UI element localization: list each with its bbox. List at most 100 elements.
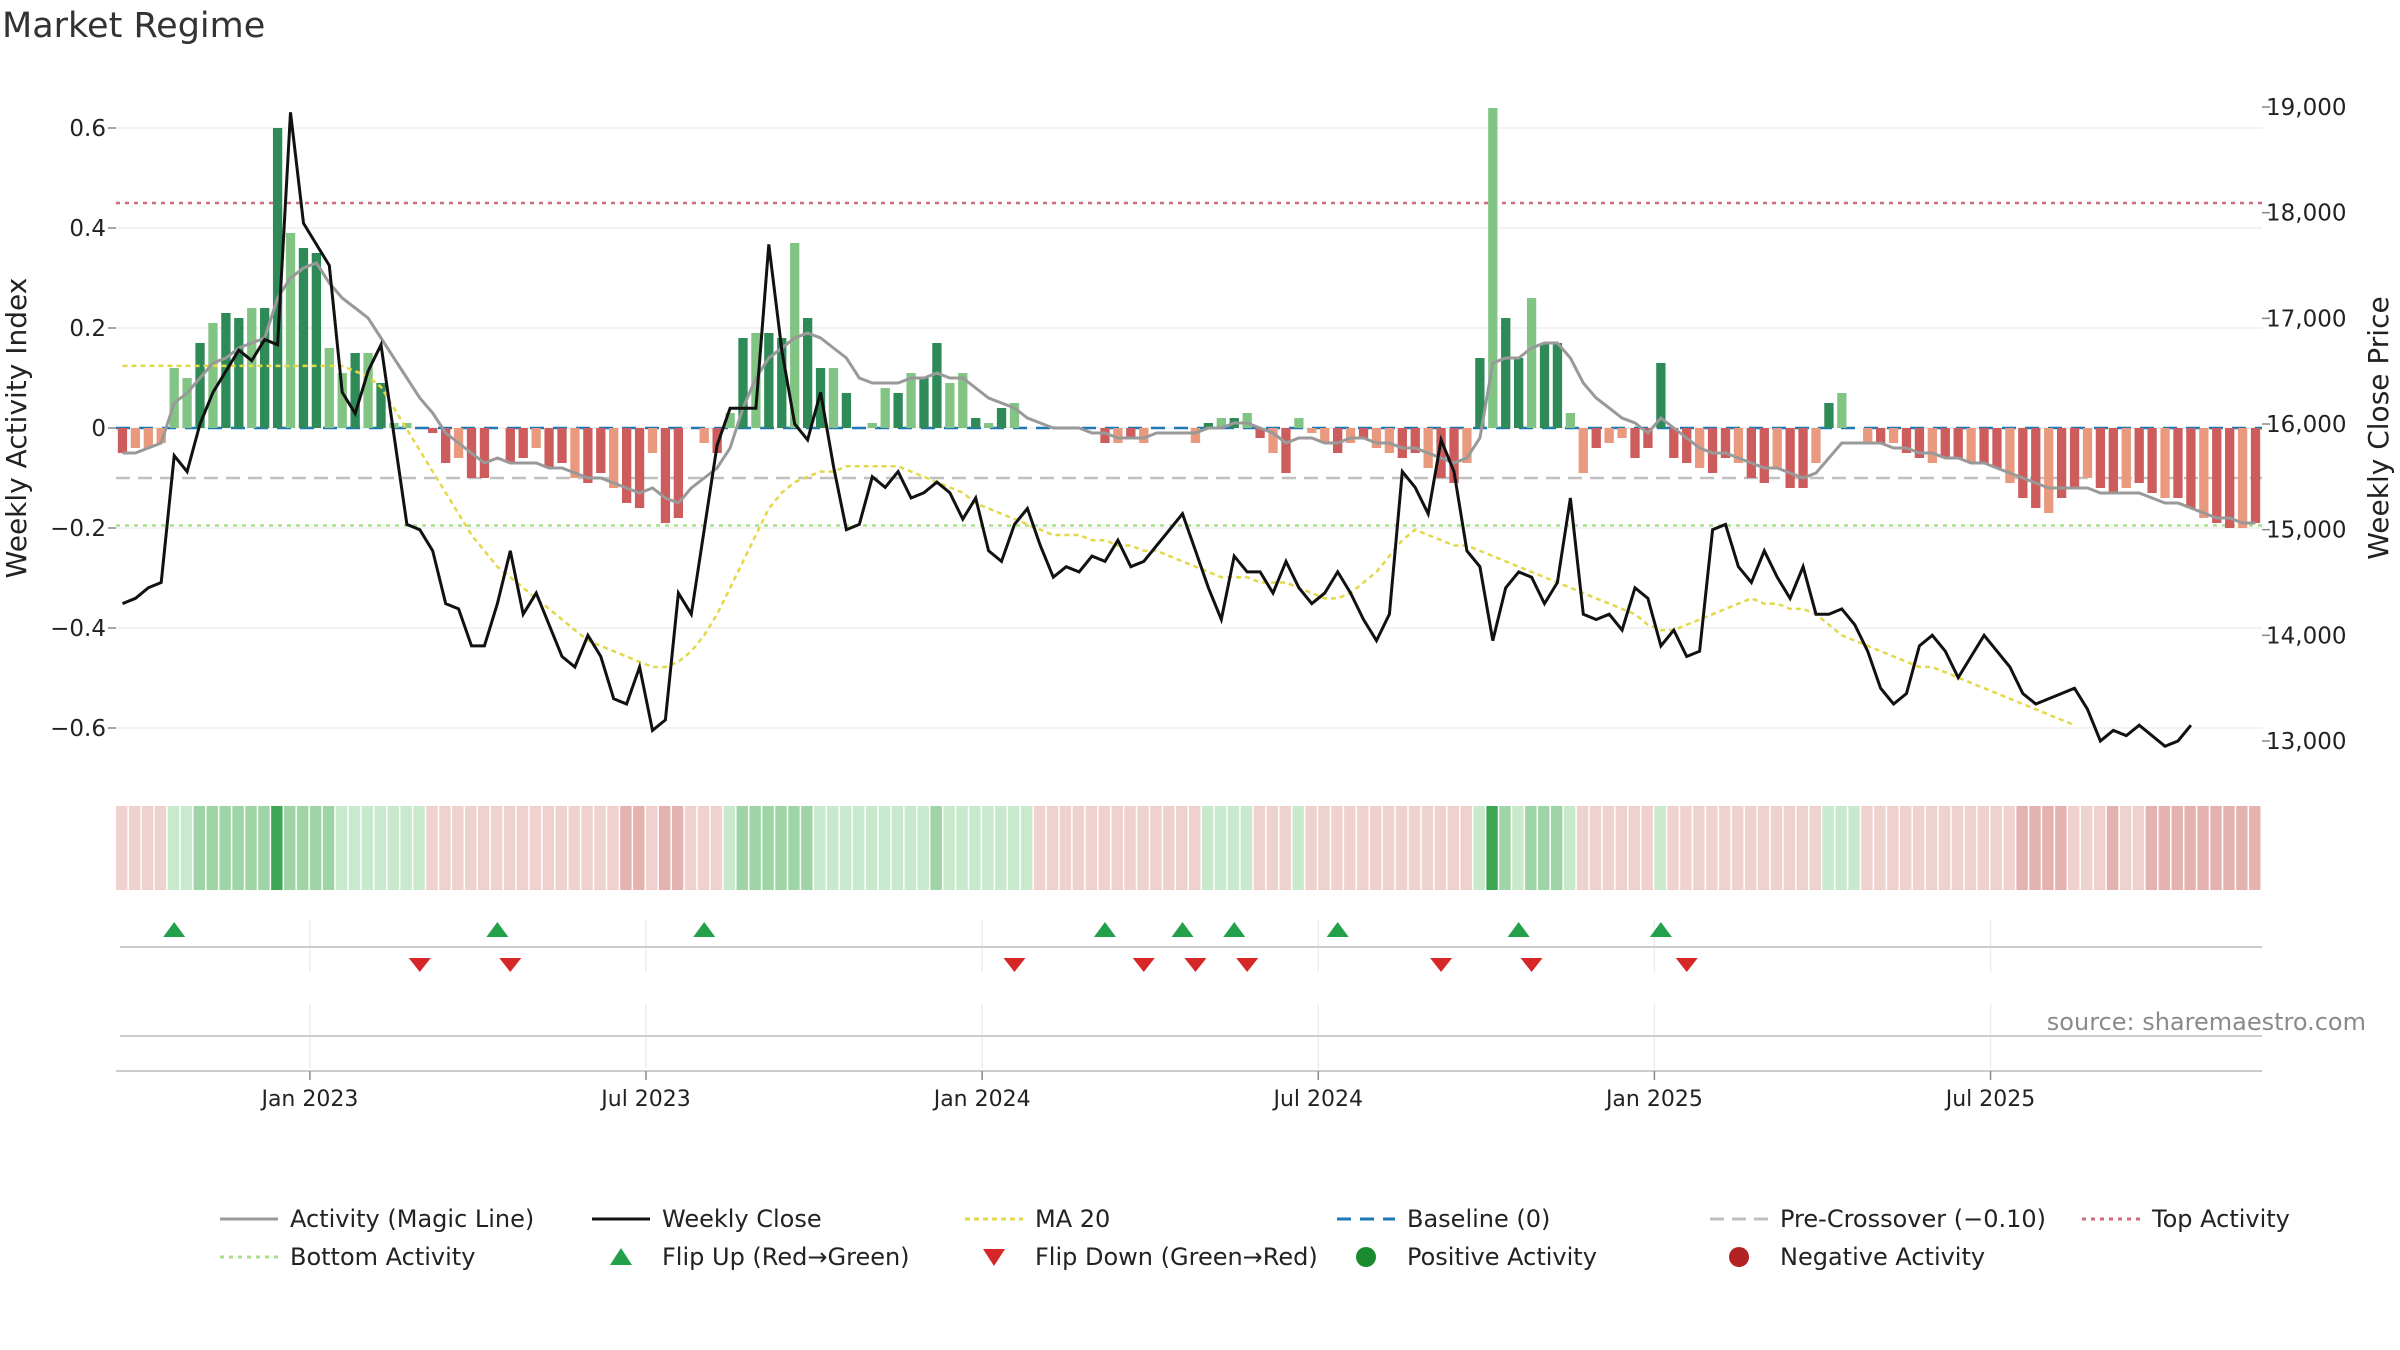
regime-cell-58: [865, 806, 878, 890]
regime-cell-90: [1279, 806, 1291, 890]
y-tick-label-0: 0.6: [69, 116, 106, 142]
regime-cell-18: [348, 806, 361, 890]
legend: Activity (Magic Line) Weekly Close MA 20 Ba…: [220, 1205, 2290, 1271]
legend-label-2: MA 20: [1035, 1205, 1110, 1233]
regime-cell-157: [2145, 806, 2158, 890]
flip-up-marker-8: [1649, 922, 1672, 937]
x-tick-label-4: Jan 2025: [1604, 1087, 1703, 1112]
x-tick-label-3: Jul 2024: [1272, 1087, 1364, 1112]
activity-bar-125: [1733, 428, 1744, 463]
activity-bar-120: [1669, 428, 1679, 458]
regime-cell-55: [827, 806, 839, 890]
y2-tick-label-0: 19,000: [2266, 95, 2346, 121]
regime-cell-47: [723, 806, 736, 890]
activity-bar-141: [1940, 428, 1950, 458]
regime-cell-115: [1602, 806, 1615, 890]
regime-cell-1: [128, 806, 141, 890]
page-title: Market Regime: [2, 6, 266, 46]
regime-cell-62: [917, 806, 929, 890]
activity-bar-41: [647, 428, 658, 453]
flip-up-marker-5: [1223, 922, 1246, 937]
regime-cell-108: [1512, 806, 1524, 890]
activity-bar-146: [2005, 428, 2015, 483]
regime-cell-20: [374, 806, 386, 890]
regime-cell-161: [2197, 806, 2209, 890]
reference-lines: [116, 201, 2262, 527]
y-tick-label-4: −0.2: [50, 516, 106, 542]
regime-cell-143: [1964, 806, 1977, 890]
legend-label-9: Positive Activity: [1407, 1243, 1597, 1271]
flip-up-marker-7: [1507, 922, 1530, 937]
regime-cell-48: [736, 806, 748, 890]
regime-cell-138: [1900, 806, 1912, 890]
activity-bar-101: [1423, 428, 1433, 468]
regime-cell-131: [1809, 806, 1821, 890]
flip-up-marker-1: [486, 922, 509, 937]
activity-bar-12: [272, 128, 283, 428]
activity-bar-116: [1617, 428, 1627, 438]
regime-cell-124: [1719, 806, 1731, 890]
activity-bar-20: [376, 383, 386, 428]
regime-cell-17: [335, 806, 348, 890]
activity-bar-38: [609, 428, 619, 488]
activity-bar-129: [1785, 428, 1795, 488]
activity-bar-109: [1526, 298, 1537, 428]
activity-bar-1: [130, 428, 141, 448]
regime-cell-162: [2210, 806, 2222, 890]
series-lines: [121, 112, 2256, 749]
regime-cell-24: [426, 806, 438, 890]
ma20-line: [122, 364, 2075, 727]
regime-cell-139: [1912, 806, 1925, 890]
y-tick-label-1: 0.4: [69, 216, 106, 242]
activity-bar-24: [428, 428, 438, 433]
regime-cell-73: [1059, 806, 1072, 890]
activity-bar-110: [1539, 343, 1550, 428]
regime-cell-68: [995, 806, 1007, 890]
activity-bar-135: [1863, 428, 1873, 443]
legend-label-5: Top Activity: [2151, 1205, 2290, 1233]
regime-cell-60: [891, 806, 904, 890]
activity-bar-16: [324, 348, 334, 428]
regime-cell-165: [2249, 806, 2261, 890]
activity-bar-157: [2147, 428, 2157, 493]
regime-cell-27: [465, 806, 477, 890]
regime-cell-85: [1214, 806, 1227, 890]
activity-bar-52: [790, 243, 800, 428]
regime-cell-130: [1796, 806, 1809, 890]
activity-bar-18: [350, 353, 360, 428]
regime-cell-57: [852, 806, 865, 890]
regime-cell-4: [167, 806, 180, 890]
regime-cell-95: [1344, 806, 1356, 890]
regime-cell-141: [1938, 806, 1951, 890]
regime-cell-76: [1098, 806, 1110, 890]
legend-swatch-8: [983, 1249, 1005, 1266]
activity-bar-147: [2018, 428, 2028, 498]
activity-bar-139: [1914, 428, 1925, 458]
activity-bar-56: [841, 393, 852, 428]
activity-bar-83: [1190, 428, 1201, 443]
activity-bar-142: [1953, 428, 1963, 458]
regime-cell-88: [1253, 806, 1266, 890]
regime-cell-71: [1033, 806, 1046, 890]
legend-label-3: Baseline (0): [1407, 1205, 1550, 1233]
activity-bar-136: [1875, 428, 1886, 443]
regime-cell-144: [1977, 806, 1990, 890]
regime-cell-2: [141, 806, 154, 890]
regime-cell-53: [801, 806, 813, 890]
regime-cell-38: [607, 806, 619, 890]
legend-label-6: Bottom Activity: [290, 1243, 475, 1271]
y2-tick-label-1: 18,000: [2266, 201, 2346, 227]
activity-bar-108: [1514, 358, 1524, 428]
regime-cell-128: [1770, 806, 1783, 890]
regime-cell-46: [710, 806, 723, 890]
regime-cell-89: [1266, 806, 1278, 890]
regime-cell-63: [930, 806, 942, 890]
y2-tick-label-3: 16,000: [2266, 412, 2346, 438]
regime-cell-105: [1473, 806, 1485, 890]
regime-cell-34: [555, 806, 567, 890]
regime-cell-82: [1176, 806, 1188, 890]
regime-cell-129: [1783, 806, 1796, 890]
regime-cell-109: [1525, 806, 1537, 890]
regime-cell-22: [400, 806, 412, 890]
regime-cell-155: [2119, 806, 2132, 890]
